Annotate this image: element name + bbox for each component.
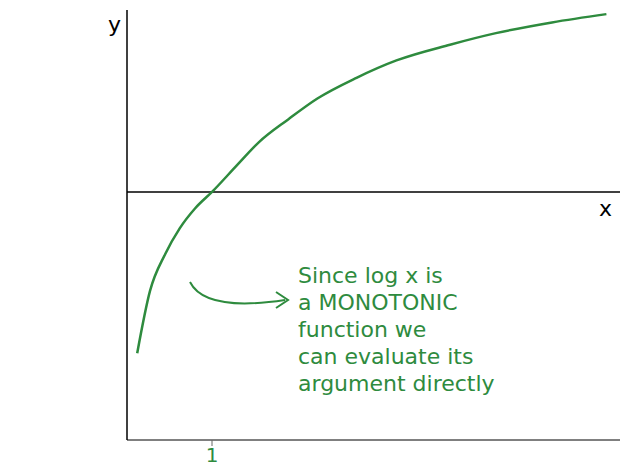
html-text:a MONOTONIC: a MONOTONIC (298, 290, 458, 315)
svg-text:x: x (599, 196, 612, 221)
svg-text:1: 1 (206, 443, 219, 467)
html-text:Since log x is: Since log x is (298, 263, 443, 288)
html-text:can evaluate its: can evaluate its (298, 344, 474, 369)
html-text:function we: function we (298, 317, 427, 342)
html-text:argument directly: argument directly (298, 371, 495, 396)
svg-text:y: y (108, 12, 121, 37)
